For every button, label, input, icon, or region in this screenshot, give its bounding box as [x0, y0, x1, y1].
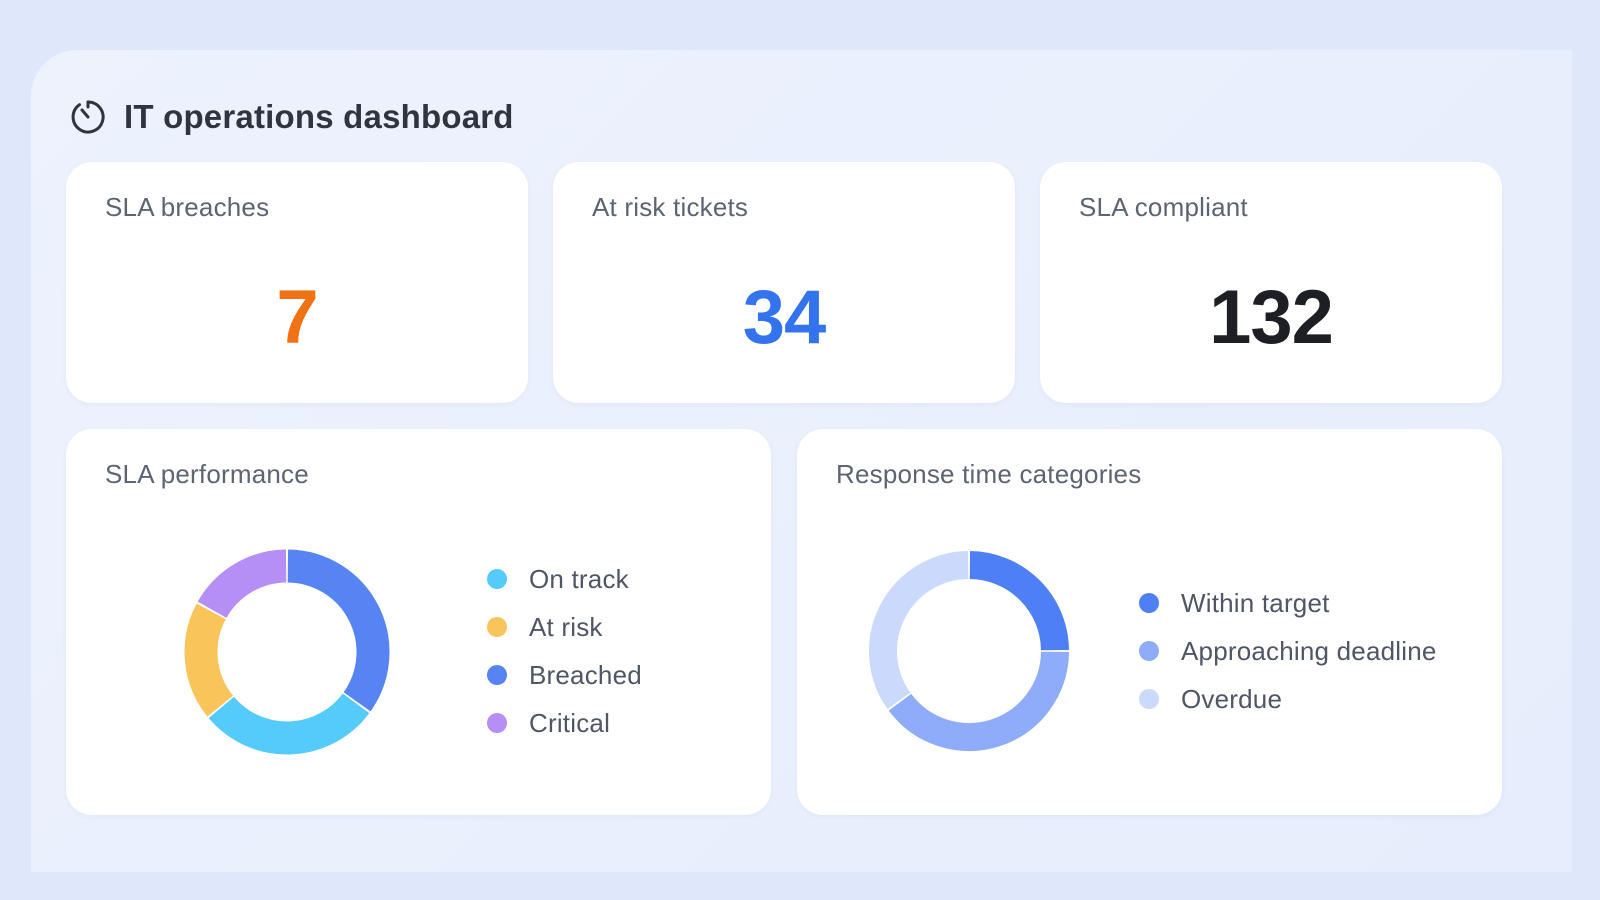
- donut-slice-within-target: [969, 551, 1069, 651]
- sla-performance-donut: [184, 549, 390, 755]
- legend-swatch: [1139, 689, 1159, 709]
- donut-slice-breached: [287, 549, 390, 712]
- legend-label: On track: [529, 563, 629, 594]
- legend-item-on-track: On track: [487, 555, 642, 603]
- donut-slice-approaching-deadline: [888, 651, 1069, 751]
- chart-title: Response time categories: [836, 459, 1142, 489]
- legend-swatch: [1139, 593, 1159, 613]
- legend-item-breached: Breached: [487, 651, 642, 699]
- response-time-donut: [869, 551, 1069, 751]
- legend-label: Breached: [529, 659, 642, 690]
- legend-label: Overdue: [1181, 683, 1283, 714]
- kpi-card-sla-compliant: SLA compliant 132: [1040, 162, 1502, 403]
- chart-title: SLA performance: [105, 459, 309, 489]
- donut-slice-overdue: [869, 551, 969, 709]
- kpi-value: 34: [742, 275, 827, 360]
- kpi-label: At risk tickets: [592, 192, 749, 222]
- kpi-value: 7: [276, 275, 318, 360]
- legend-item-overdue: Overdue: [1139, 675, 1437, 723]
- dashboard-panel: IT operations dashboard SLA breaches 7 A…: [31, 50, 1572, 872]
- response-time-card: Response time categories Within target Ap…: [797, 429, 1502, 815]
- kpi-label: SLA compliant: [1079, 192, 1248, 222]
- legend-swatch: [487, 569, 507, 589]
- stopwatch-icon: [70, 99, 106, 135]
- donut-slice-at-risk: [184, 603, 234, 717]
- legend-label: Approaching deadline: [1181, 635, 1437, 666]
- donut-slice-on-track: [208, 692, 370, 755]
- kpi-label: SLA breaches: [105, 192, 270, 222]
- legend-swatch: [487, 713, 507, 733]
- legend-item-critical: Critical: [487, 699, 642, 747]
- legend-label: At risk: [529, 611, 603, 642]
- legend-item-approaching-deadline: Approaching deadline: [1139, 627, 1437, 675]
- page-title: IT operations dashboard: [124, 98, 514, 135]
- legend-item-within-target: Within target: [1139, 579, 1437, 627]
- legend-item-at-risk: At risk: [487, 603, 642, 651]
- kpi-card-at-risk-tickets: At risk tickets 34: [553, 162, 1015, 403]
- sla-performance-legend: On track At risk Breached Critical: [487, 555, 642, 747]
- legend-swatch: [487, 617, 507, 637]
- response-time-legend: Within target Approaching deadline Overdue: [1139, 579, 1437, 723]
- donut-slice-critical: [197, 549, 287, 619]
- dashboard-header: IT operations dashboard: [70, 98, 514, 136]
- legend-label: Critical: [529, 707, 611, 738]
- sla-performance-card: SLA performance On track At risk Breached C…: [66, 429, 771, 815]
- legend-swatch: [1139, 641, 1159, 661]
- legend-label: Within target: [1181, 587, 1330, 618]
- kpi-card-sla-breaches: SLA breaches 7: [66, 162, 528, 403]
- legend-swatch: [487, 665, 507, 685]
- kpi-value: 132: [1209, 275, 1334, 360]
